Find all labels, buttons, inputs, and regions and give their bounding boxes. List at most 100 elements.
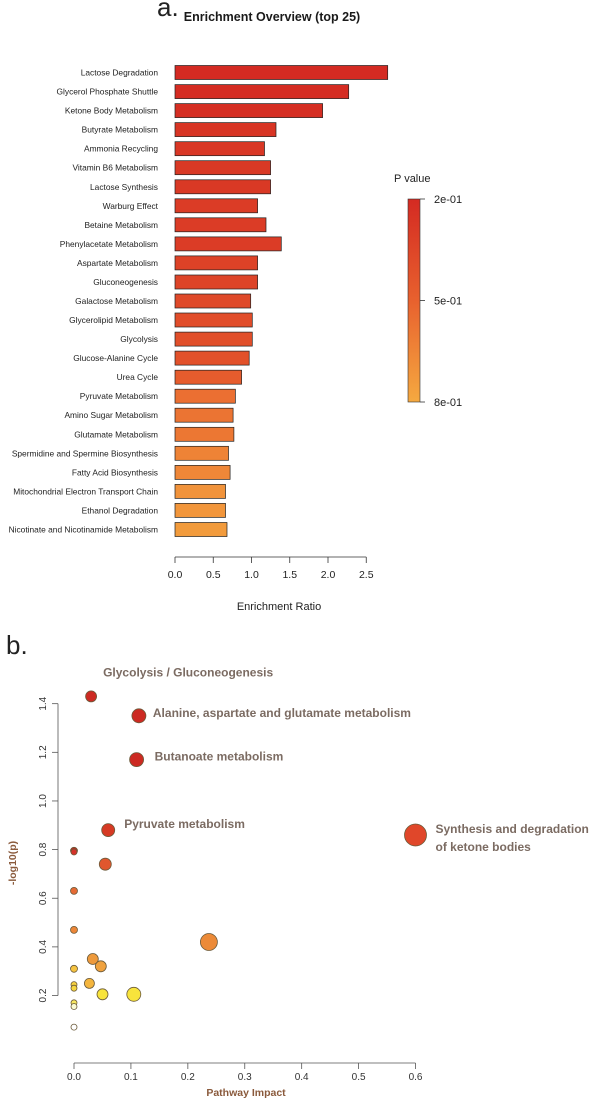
bar-warburg-effect xyxy=(174,198,258,214)
pvalue-legend-ticks: 2e-01 5e-01 8e-01 xyxy=(420,194,462,409)
pathway-x-axis-label: Pathway Impact xyxy=(206,1087,286,1099)
category-label: Warburg Effect xyxy=(103,201,159,211)
category-label: Vitamin B6 Metabolism xyxy=(73,163,159,173)
panel-b-letter: b. xyxy=(6,630,28,660)
pvalue-colorbar xyxy=(407,198,421,403)
category-label: Ammonia Recycling xyxy=(84,144,158,154)
bar-vitamin-b6-metabolism xyxy=(174,160,271,176)
pathway-annotation: Glycolysis / Gluconeogenesis xyxy=(103,665,273,679)
pathway-point xyxy=(131,708,147,724)
bar-nicotinate-and-nicotinamide-metabolism xyxy=(174,522,228,537)
bar-pyruvate-metabolism xyxy=(174,388,236,404)
legend-tick-label: 2e-01 xyxy=(434,194,462,206)
category-label: Glycolysis xyxy=(120,334,158,344)
pathway-point xyxy=(86,953,99,965)
pathway-point xyxy=(70,1003,78,1010)
pathway-y-tick: 1.4 xyxy=(38,696,49,710)
category-label: Urea Cycle xyxy=(117,372,159,382)
pathway-x-tick: 0.1 xyxy=(124,1072,138,1083)
pathway-point xyxy=(101,823,116,837)
bar-phenylacetate-metabolism xyxy=(174,236,282,252)
pathway-annotation: of ketone bodies xyxy=(436,840,532,854)
bar-gluconeogenesis xyxy=(174,274,258,290)
bar-lactose-degradation xyxy=(174,65,389,80)
category-label: Glycerol Phosphate Shuttle xyxy=(57,87,159,97)
category-label: Nicotinate and Nicotinamide Metabolism xyxy=(9,525,158,535)
pathway-annotation: Alanine, aspartate and glutamate metabol… xyxy=(153,706,411,720)
x-tick-label: 2.5 xyxy=(359,569,374,581)
pathway-y-tick: 0.4 xyxy=(38,940,49,954)
enrichment-x-axis-label: Enrichment Ratio xyxy=(237,601,321,613)
legend-tick-label: 5e-01 xyxy=(434,296,462,308)
pathway-point xyxy=(70,926,78,934)
category-label: Glycerolipid Metabolism xyxy=(69,315,158,325)
x-tick-label: 1.5 xyxy=(282,569,297,581)
pathway-x-tick: 0.3 xyxy=(238,1072,252,1083)
pathway-point xyxy=(199,933,218,951)
x-tick-label: 0.0 xyxy=(168,569,183,581)
category-label: Lactose Synthesis xyxy=(90,182,158,192)
bar-urea-cycle xyxy=(174,369,242,385)
bar-galactose-metabolism xyxy=(174,293,252,309)
pathway-y-axis-label: -log10(p) xyxy=(7,841,19,885)
pathway-x-tick: 0.0 xyxy=(67,1072,81,1083)
pathway-point xyxy=(85,690,97,703)
category-label: Ethanol Degradation xyxy=(82,505,159,515)
category-label: Butyrate Metabolism xyxy=(82,125,158,135)
pathway-point xyxy=(70,887,78,895)
category-label: Ketone Body Metabolism xyxy=(65,106,158,116)
category-label: Glutamate Metabolism xyxy=(74,429,158,439)
pathway-point xyxy=(70,964,78,973)
bar-glycolysis xyxy=(174,331,253,347)
pathway-point xyxy=(70,1023,78,1031)
category-label: Galactose Metabolism xyxy=(75,296,158,306)
category-label: Betaine Metabolism xyxy=(84,220,158,230)
legend-tick-label: 8e-01 xyxy=(434,397,462,409)
pathway-annotation: Pyruvate metabolism xyxy=(124,817,245,831)
category-label: Aspartate Metabolism xyxy=(77,258,158,268)
pathway-x-tick: 0.5 xyxy=(352,1072,366,1083)
x-tick-label: 0.5 xyxy=(206,569,221,581)
panel-a-letter: a. xyxy=(157,0,179,22)
pathway-y-tick: 1.2 xyxy=(38,745,49,759)
bar-betaine-metabolism xyxy=(174,217,267,233)
pathway-point xyxy=(84,978,95,989)
enrichment-bars xyxy=(174,65,389,537)
pathway-annotations: Glycolysis / Gluconeogenesis Alanine, asp… xyxy=(103,665,589,854)
pathway-y-tick: 1.0 xyxy=(38,794,49,808)
category-label: Gluconeogenesis xyxy=(93,277,158,287)
pathway-point xyxy=(126,986,142,1002)
pathway-axes: 0.0 0.1 0.2 0.3 0.4 0.5 0.6 0.2 0.4 0.6 0.8 1.0 1.2 1… xyxy=(38,696,423,1083)
bar-ketone-body-metabolism xyxy=(174,103,323,118)
pathway-annotation: Synthesis and degradation xyxy=(436,822,589,836)
pathway-point xyxy=(70,848,78,856)
category-label: Lactose Degradation xyxy=(81,68,159,78)
pathway-point xyxy=(404,823,427,847)
category-label: Fatty Acid Biosynthesis xyxy=(72,467,158,477)
x-tick-label: 1.0 xyxy=(244,569,259,581)
category-label: Glucose-Alanine Cycle xyxy=(73,353,158,363)
bar-ammonia-recycling xyxy=(174,141,265,157)
enrichment-category-labels: Lactose Degradation Glycerol Phosphate Sh… xyxy=(9,68,159,535)
pathway-point xyxy=(129,752,145,767)
bar-spermidine-and-spermine-biosynthesis xyxy=(174,445,229,461)
bar-lactose-synthesis xyxy=(174,179,271,195)
pathway-point xyxy=(96,988,109,1001)
bar-glycerolipid-metabolism xyxy=(174,312,253,328)
bar-glucose-alanine-cycle xyxy=(174,350,250,366)
bar-amino-sugar-metabolism xyxy=(174,407,234,423)
category-label: Pyruvate Metabolism xyxy=(80,391,158,401)
pathway-x-tick: 0.6 xyxy=(409,1072,423,1083)
pathway-x-tick: 0.4 xyxy=(295,1072,309,1083)
pathway-point xyxy=(70,984,78,992)
pathway-point xyxy=(94,960,107,973)
x-tick-label: 2.0 xyxy=(321,569,336,581)
bar-fatty-acid-biosynthesis xyxy=(174,465,231,480)
enrichment-x-axis: 0.0 0.5 1.0 1.5 2.0 2.5 xyxy=(168,556,374,581)
bar-butyrate-metabolism xyxy=(174,122,277,137)
pathway-y-tick: 0.2 xyxy=(38,988,49,1002)
category-label: Mitochondrial Electron Transport Chain xyxy=(13,486,158,496)
category-label: Amino Sugar Metabolism xyxy=(64,410,158,420)
pathway-y-tick: 0.6 xyxy=(38,891,49,905)
